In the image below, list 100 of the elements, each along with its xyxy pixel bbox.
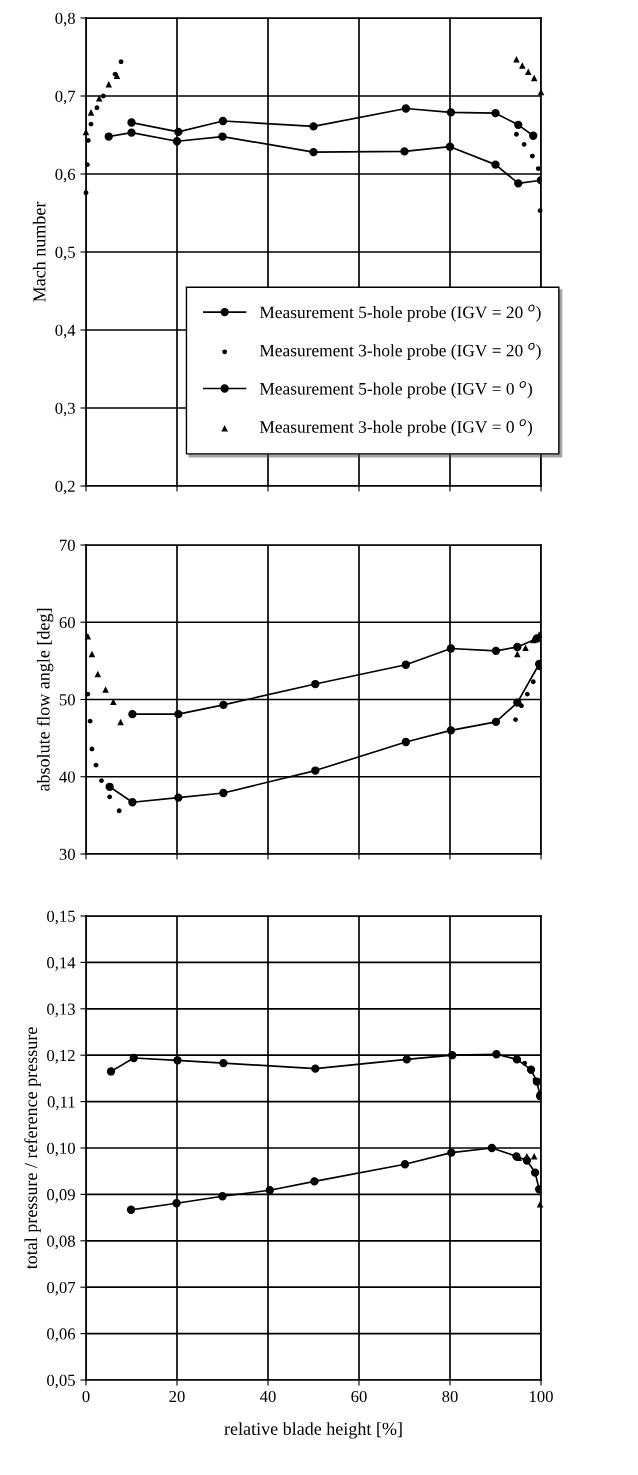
point — [110, 698, 117, 706]
point — [311, 1064, 320, 1073]
y-axis-title: total pressure / reference pressure — [24, 1027, 41, 1270]
point — [172, 1199, 181, 1208]
y-tick-label: 0,2 — [55, 480, 75, 495]
y-tick-label: 0,8 — [55, 12, 75, 27]
point — [174, 710, 183, 719]
point — [127, 128, 136, 137]
point — [105, 81, 113, 88]
point — [521, 141, 527, 147]
y-tick-label: 0,4 — [55, 324, 76, 339]
point — [401, 104, 411, 113]
point — [529, 153, 535, 159]
y-tick-label: 0,09 — [47, 1189, 75, 1203]
point — [83, 190, 89, 196]
point — [491, 160, 500, 169]
y-tick-label: 0,3 — [55, 402, 75, 417]
point — [530, 679, 536, 685]
point — [173, 1056, 182, 1065]
point — [530, 1153, 538, 1160]
y-tick-label: 70 — [60, 539, 75, 551]
point — [311, 679, 320, 689]
y-tick-label: 0,5 — [55, 246, 75, 261]
point — [514, 179, 523, 188]
y-tick-label: 30 — [59, 848, 75, 860]
point — [519, 62, 526, 69]
point — [491, 717, 501, 727]
point — [129, 1053, 138, 1063]
point — [100, 93, 106, 99]
point — [401, 737, 411, 747]
y-tick-label: 0,7 — [55, 90, 76, 105]
point — [491, 108, 500, 118]
point — [310, 1177, 319, 1186]
point — [116, 808, 122, 814]
legend-label: Measurement 5-hole probe (IGV = 20 $^{o}$) — [259, 304, 541, 322]
point — [402, 1055, 411, 1064]
point — [525, 68, 532, 76]
point — [401, 660, 411, 669]
point — [174, 127, 183, 137]
y-tick-label: 0,07 — [47, 1281, 76, 1296]
point — [172, 137, 182, 146]
point — [127, 118, 136, 127]
point — [514, 131, 519, 137]
point — [118, 59, 124, 65]
y-tick-label: 50 — [59, 694, 75, 706]
point — [513, 698, 522, 707]
point — [106, 1067, 116, 1076]
point — [219, 788, 228, 798]
x-tick-label: 80 — [442, 1390, 458, 1403]
point — [94, 670, 102, 678]
point — [537, 208, 543, 214]
point — [218, 132, 227, 141]
point — [219, 1058, 228, 1068]
point — [519, 703, 524, 709]
point — [524, 691, 530, 697]
y-tick-label: 0,05 — [47, 1374, 75, 1389]
point — [311, 766, 320, 775]
y-tick-label: 0,11 — [47, 1096, 75, 1110]
point — [88, 650, 96, 658]
x-tick-label: 60 — [351, 1390, 367, 1403]
point — [529, 131, 538, 140]
x-tick-label: 20 — [169, 1390, 185, 1403]
y-tick-label: 0,12 — [47, 1049, 75, 1064]
point — [514, 120, 523, 130]
point — [85, 138, 91, 143]
point — [445, 142, 455, 151]
point — [126, 1205, 136, 1214]
point — [446, 108, 456, 117]
point — [513, 56, 520, 63]
point — [174, 793, 183, 802]
point — [87, 109, 95, 116]
point — [104, 132, 113, 141]
point — [448, 1051, 457, 1060]
point — [85, 691, 91, 697]
point — [513, 642, 522, 652]
y-tick-label: 60 — [59, 616, 75, 629]
point — [309, 147, 318, 157]
point — [512, 1055, 522, 1064]
legend-label: Measurement 3-hole probe (IGV = 0 $^{o}$) — [259, 419, 532, 437]
y-tick-label: 0,14 — [47, 957, 76, 971]
point — [447, 1148, 456, 1157]
y-axis-title: Mach number — [32, 201, 46, 302]
point — [128, 798, 137, 807]
x-tick-label: 40 — [259, 1390, 276, 1403]
x-axis-title: relative blade height [%] — [224, 1422, 402, 1439]
x-tick-label: 0 — [82, 1390, 90, 1403]
point — [400, 147, 409, 156]
point — [400, 1160, 410, 1169]
point — [102, 686, 109, 693]
x-tick-label: 100 — [529, 1390, 553, 1403]
y-tick-label: 0,08 — [47, 1235, 75, 1250]
point — [487, 1143, 497, 1153]
point — [99, 778, 104, 784]
point — [446, 644, 456, 653]
point — [265, 1186, 274, 1195]
point — [514, 650, 521, 658]
y-tick-label: 0,13 — [47, 1003, 75, 1018]
y-tick-label: 0,6 — [55, 168, 76, 183]
point — [94, 105, 100, 111]
point — [95, 95, 103, 102]
